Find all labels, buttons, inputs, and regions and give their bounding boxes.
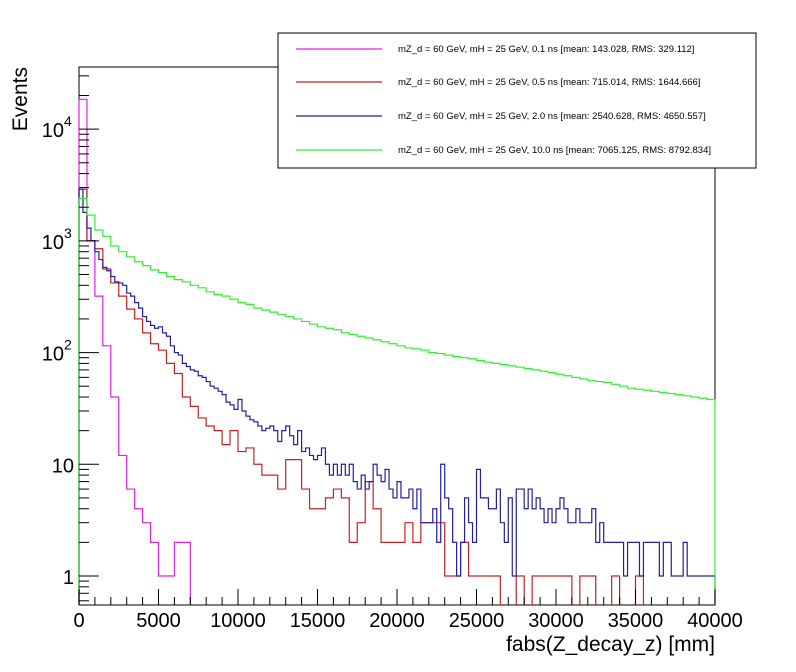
x-tick-label: 30000 xyxy=(528,610,584,632)
y-tick-label: 10 xyxy=(42,344,64,366)
legend-entries: mZ_d = 60 GeV, mH = 25 GeV, 0.1 ns [mean… xyxy=(296,44,711,156)
y-axis-title: Events xyxy=(9,67,32,131)
legend-box xyxy=(277,32,757,169)
y-tick-exponent: 2 xyxy=(64,337,72,353)
x-tick-label: 20000 xyxy=(369,610,425,632)
x-tick-label: 15000 xyxy=(290,610,346,632)
series-line-3 xyxy=(78,197,716,605)
series-line-0 xyxy=(78,98,191,605)
y-tick-exponent: 4 xyxy=(64,113,72,129)
legend-label-0: mZ_d = 60 GeV, mH = 25 GeV, 0.1 ns [mean… xyxy=(398,44,694,55)
x-tick-label: 5000 xyxy=(136,610,181,632)
y-tick-label: 1 xyxy=(63,567,74,589)
y-tick-label: 10 xyxy=(42,120,64,142)
y-tick-label: 10 xyxy=(52,455,74,477)
y-tick-label: 10 xyxy=(42,232,64,254)
series-line-2 xyxy=(78,188,716,605)
histogram-series-layer xyxy=(78,98,716,605)
x-tick-label: 0 xyxy=(73,610,84,632)
legend: mZ_d = 60 GeV, mH = 25 GeV, 0.1 ns [mean… xyxy=(277,32,757,169)
x-tick-label: 35000 xyxy=(608,610,664,632)
legend-label-3: mZ_d = 60 GeV, mH = 25 GeV, 10.0 ns [mea… xyxy=(398,145,711,156)
series-line-1 xyxy=(78,188,645,605)
x-tick-label: 25000 xyxy=(449,610,505,632)
x-axis-ticks: 0 5000 10000 15000 20000 25000 30000 35000 40000 xyxy=(73,589,743,632)
x-axis-title: fabs(Z_decay_z) [mm] xyxy=(506,633,715,656)
legend-label-2: mZ_d = 60 GeV, mH = 25 GeV, 2.0 ns [mean… xyxy=(398,111,706,122)
legend-label-1: mZ_d = 60 GeV, mH = 25 GeV, 0.5 ns [mean… xyxy=(398,77,700,88)
y-tick-exponent: 3 xyxy=(64,225,72,241)
x-tick-label: 10000 xyxy=(210,610,266,632)
x-tick-label: 40000 xyxy=(687,610,743,632)
